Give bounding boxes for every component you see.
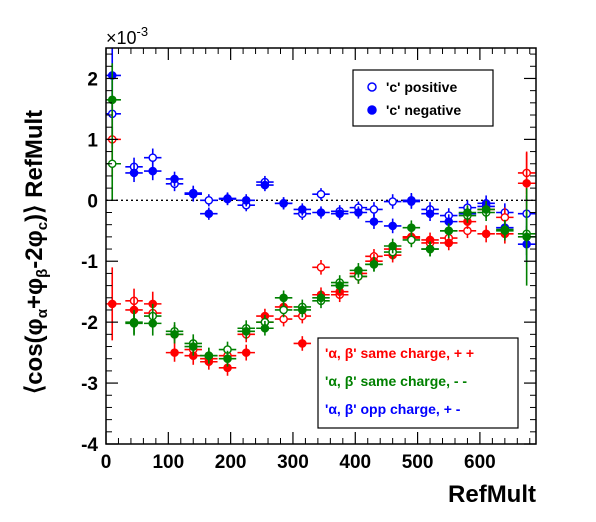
y-scale-multiplier: ×10-3	[106, 24, 148, 48]
data-point	[298, 305, 307, 315]
data-point	[369, 205, 379, 214]
y-tick-label: -4	[81, 435, 98, 456]
legend-entry: 'α, β' opp charge, + -	[325, 401, 461, 417]
data-point	[129, 168, 139, 178]
data-point	[425, 244, 435, 254]
data-point	[204, 209, 214, 219]
data-point	[188, 189, 198, 199]
data-point	[316, 189, 326, 199]
data-point	[279, 293, 288, 303]
legend-box	[352, 69, 494, 127]
legend-entry: 'c' negative	[386, 102, 461, 118]
x-tick-label: 100	[152, 452, 184, 473]
y-tick-label: 2	[87, 69, 98, 90]
data-point	[148, 319, 158, 328]
data-point	[369, 259, 379, 269]
data-point	[522, 232, 531, 242]
plot-frame	[105, 47, 537, 445]
data-point	[223, 194, 232, 204]
data-point	[241, 196, 251, 205]
data-point	[316, 263, 326, 272]
data-point	[481, 205, 491, 214]
data-point	[388, 221, 397, 231]
data-point	[369, 217, 379, 226]
data-point	[316, 293, 326, 303]
data-point	[241, 348, 251, 357]
y-tick-label: -3	[81, 374, 98, 395]
data-point	[316, 208, 326, 217]
x-tick-label: 400	[339, 452, 371, 473]
x-tick-label: 200	[215, 452, 247, 473]
data-point	[170, 348, 179, 357]
data-point	[481, 229, 491, 239]
y-tick-label: 0	[87, 191, 98, 212]
data-point	[204, 196, 214, 205]
data-point	[444, 226, 454, 236]
legend-top-right: 'c' positive 'c' negative	[352, 69, 494, 127]
axis-ticks: 0 100 200 300 400 500 600 -4 -3 -2 -1 0 1 2	[81, 48, 536, 473]
data-point	[522, 178, 531, 188]
series-008000-filled	[106, 63, 536, 367]
data-point	[279, 199, 288, 208]
data-point	[223, 354, 232, 364]
data-point	[107, 299, 117, 309]
data-point	[298, 205, 307, 214]
legend-entry: 'α, β' same charge, - -	[325, 373, 467, 389]
data-point	[463, 208, 472, 217]
data-point	[170, 174, 179, 184]
data-point	[335, 281, 344, 290]
data-series	[106, 48, 536, 376]
legend-entry: 'c' positive	[386, 79, 457, 95]
data-point	[279, 305, 288, 315]
data-point	[129, 319, 139, 328]
data-point	[241, 326, 251, 336]
x-axis-title: RefMult	[448, 481, 536, 508]
y-tick-label: -2	[81, 313, 98, 334]
data-point	[148, 153, 158, 162]
data-point	[107, 95, 117, 105]
x-tick-label: 600	[464, 452, 496, 473]
data-point	[170, 330, 179, 339]
legend-filled-marker	[367, 105, 377, 115]
y-tick-label: 1	[87, 130, 98, 151]
data-point	[444, 238, 454, 248]
data-point	[407, 197, 416, 206]
data-point	[298, 339, 307, 348]
data-point	[407, 223, 416, 233]
legend-box	[317, 337, 519, 429]
legend-bottom-right: 'α, β' same charge, + + 'α, β' same char…	[317, 337, 519, 429]
legend-open-marker	[367, 82, 377, 92]
data-point	[204, 351, 214, 360]
data-point	[388, 241, 397, 251]
data-point	[354, 266, 363, 275]
x-tick-label: 300	[277, 452, 309, 473]
x-tick-label: 500	[402, 452, 434, 473]
x-tick-label: 0	[101, 452, 112, 473]
data-point	[354, 208, 363, 217]
data-point	[425, 209, 435, 219]
y-tick-label: -1	[81, 252, 98, 273]
data-point	[388, 197, 397, 206]
y-axis-title: ⟨cos(φα+φβ-2φc)⟩ RefMult	[21, 110, 51, 394]
data-point	[407, 235, 416, 245]
data-point	[335, 209, 344, 219]
data-point	[148, 166, 158, 176]
legend-entry: 'α, β' same charge, + +	[325, 345, 474, 361]
data-point	[260, 180, 270, 190]
data-point	[188, 342, 198, 351]
data-point	[260, 323, 270, 333]
data-point	[500, 226, 510, 236]
